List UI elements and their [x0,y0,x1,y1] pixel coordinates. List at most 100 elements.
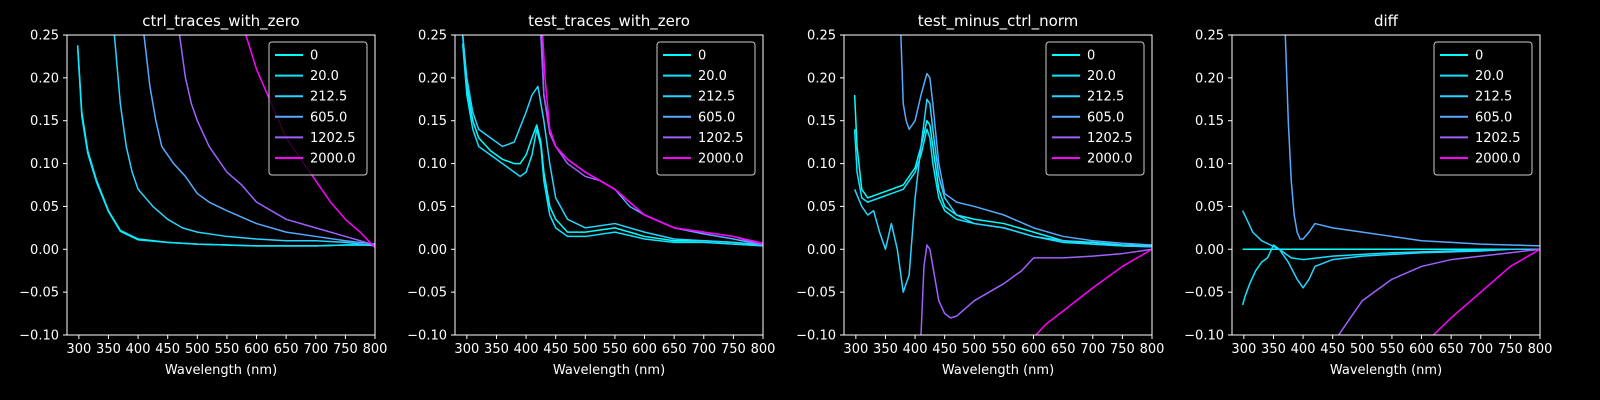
legend-item: 1202.5 [663,131,744,146]
x-tick-label: 400 [903,342,928,357]
legend-item: 20.0 [1440,69,1504,84]
legend-label: 2000.0 [698,152,744,167]
x-axis-label: Wavelength (nm) [942,363,1054,378]
x-tick-label: 600 [632,342,657,357]
legend-label: 2000.0 [310,152,356,167]
series-line-20-0 [1241,244,1540,306]
y-tick-label: −0.10 [19,329,59,344]
legend-item: 2000.0 [663,152,744,167]
x-tick-label: 550 [215,342,240,357]
x-tick-label: 800 [751,342,776,357]
x-axis-label: Wavelength (nm) [165,363,277,378]
x-tick-label: 800 [1140,342,1165,357]
x-tick-label: 550 [1380,342,1405,357]
x-tick-label: 700 [303,342,328,357]
series-line-605-0 [143,35,375,245]
series-line-0 [461,35,763,246]
series-line-2000-0 [1432,248,1540,335]
legend-label: 0 [698,49,706,64]
x-tick-label: 550 [603,342,628,357]
y-tick-label: 0.05 [418,200,447,215]
series-group [76,35,375,249]
y-tick-label: 0.00 [418,243,447,258]
x-tick-label: 300 [66,342,91,357]
y-tick-label: 0.20 [30,71,59,86]
series-line-20-0 [853,128,1152,248]
y-tick-label: 0.15 [418,114,447,129]
y-tick-label: 0.20 [1195,71,1224,86]
axes-frame [843,34,1153,336]
x-tick-label: 800 [1528,342,1553,357]
y-tick-label: 0.00 [807,243,836,258]
y-tick-label: −0.05 [1184,286,1224,301]
chart-panel-4: 300 350 400 450 500 550 600 650 700 750 800 −0.10 −0… [1184,12,1552,378]
x-tick-label: 450 [932,342,957,357]
legend-label: 0 [1475,49,1483,64]
x-tick-label: 300 [843,342,868,357]
legend-item: 1202.5 [1440,131,1521,146]
legend: 0 20.0 212.5 605.0 1202.5 2000.0 [656,41,756,176]
legend-item: 212.5 [1052,90,1124,105]
x-tick-label: 300 [1231,342,1256,357]
legend-label: 0 [310,49,318,64]
chart-title: test_minus_ctrl_norm [918,12,1079,31]
x-tick-label: 650 [1439,342,1464,357]
legend-label: 605.0 [310,110,347,125]
series-line-2000-0 [541,35,763,245]
legend-label: 1202.5 [1475,131,1521,146]
legend-label: 1202.5 [1087,131,1133,146]
x-tick-label: 600 [244,342,269,357]
axes-frame [1231,34,1541,336]
x-tick-label: 750 [333,342,358,357]
legend-item: 605.0 [275,110,347,125]
legend-item: 2000.0 [1440,152,1521,167]
series-line-2000-0 [245,35,375,249]
x-tick-label: 300 [454,342,479,357]
series-line-212-5 [1241,210,1540,289]
legend-item: 1202.5 [1052,131,1133,146]
chart-panel-2: 300 350 400 450 500 550 600 650 700 750 800 −0.10 −0… [407,12,775,378]
legend-label: 212.5 [310,90,347,105]
y-tick-label: −0.05 [796,286,836,301]
y-tick-label: 0.20 [418,71,447,86]
legend-item: 20.0 [1052,69,1116,84]
x-tick-label: 350 [1261,342,1286,357]
series-line-605-0 [1284,35,1540,247]
y-tick-label: 0.15 [1195,114,1224,129]
series-line-2000-0 [1035,248,1152,335]
chart-title: test_traces_with_zero [528,12,690,31]
legend-label: 212.5 [1475,90,1512,105]
series-line-0 [853,94,1152,247]
y-tick-label: 0.25 [30,29,59,44]
y-tick-label: 0.05 [30,200,59,215]
y-tick-label: 0.05 [807,200,836,215]
legend-label: 0 [1087,49,1095,64]
legend-label: 20.0 [1087,69,1116,84]
series-line-1202-5 [920,244,1152,335]
legend-item: 605.0 [1052,110,1124,125]
legend-item: 2000.0 [275,152,356,167]
legend-label: 2000.0 [1475,152,1521,167]
y-tick-label: 0.25 [418,29,447,44]
x-tick-label: 750 [721,342,746,357]
legend-item: 212.5 [1440,90,1512,105]
y-tick-label: 0.00 [30,243,59,258]
x-tick-label: 800 [363,342,388,357]
y-tick-label: 0.05 [1195,200,1224,215]
x-tick-label: 750 [1498,342,1523,357]
y-tick-label: 0.25 [807,29,836,44]
series-line-20-0 [461,43,763,247]
legend-item: 605.0 [1440,110,1512,125]
x-axis-label: Wavelength (nm) [553,363,665,378]
x-tick-label: 650 [1051,342,1076,357]
x-tick-label: 700 [1080,342,1105,357]
legend-item: 0 [663,49,706,64]
legend-label: 605.0 [1475,110,1512,125]
legend-label: 605.0 [698,110,735,125]
x-tick-label: 350 [873,342,898,357]
y-tick-label: 0.20 [807,71,836,86]
chart-title: diff [1374,12,1399,30]
x-tick-label: 650 [662,342,687,357]
x-tick-label: 450 [155,342,180,357]
